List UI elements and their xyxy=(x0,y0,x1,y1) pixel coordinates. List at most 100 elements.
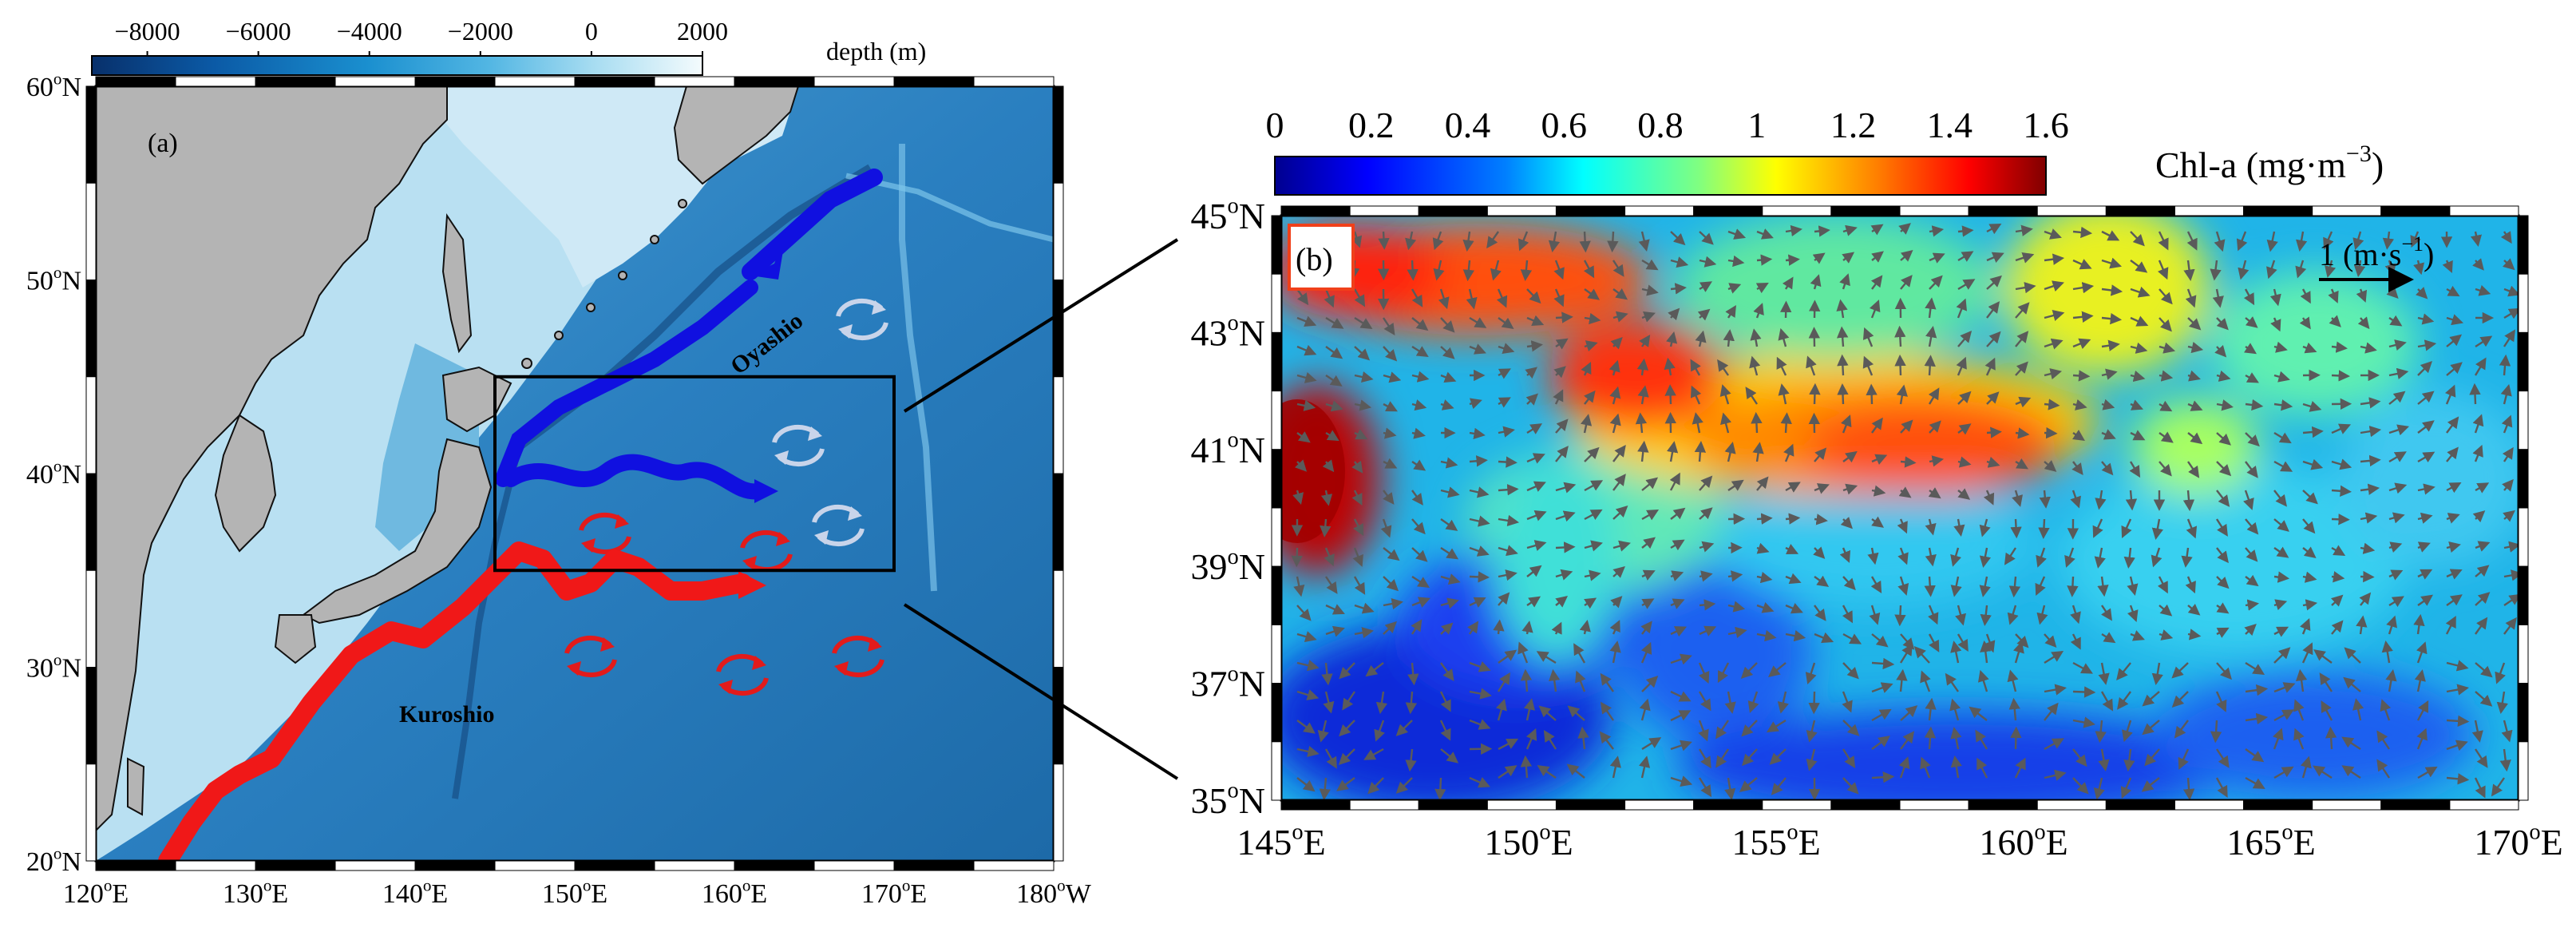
velocity-vector xyxy=(1325,430,1339,442)
velocity-vector xyxy=(2072,370,2091,382)
velocity-vector xyxy=(1405,748,1417,772)
velocity-vector xyxy=(1756,629,1777,642)
velocity-vector xyxy=(1555,569,1573,581)
velocity-vector xyxy=(1432,231,1444,251)
velocity-vector xyxy=(1957,633,1969,652)
velocity-vector xyxy=(1840,516,1853,529)
velocity-vector xyxy=(1699,256,1717,268)
velocity-vector xyxy=(1612,566,1625,578)
velocity-vector xyxy=(2125,490,2138,511)
warm-eddy xyxy=(740,529,793,573)
velocity-vector xyxy=(1581,361,1592,376)
velocity-vector xyxy=(2475,565,2490,577)
depth-colorbar-label: depth (m) xyxy=(826,37,926,65)
velocity-vector xyxy=(2130,231,2145,247)
velocity-vector xyxy=(1567,705,1585,721)
velocity-vector xyxy=(1641,311,1656,323)
velocity-vector xyxy=(2171,691,2189,708)
velocity-vector xyxy=(1777,691,1789,714)
velocity-vector xyxy=(1600,701,1614,721)
velocity-vector xyxy=(1979,547,1992,568)
velocity-vector xyxy=(1756,542,1770,554)
velocity-vector xyxy=(1553,366,1566,379)
velocity-vector xyxy=(1955,605,1966,626)
velocity-vector xyxy=(2015,458,2029,470)
velocity-vector xyxy=(1871,736,1890,750)
kuroshio-current xyxy=(158,541,766,861)
japan-trench xyxy=(452,446,522,799)
velocity-vector xyxy=(2151,547,2162,568)
velocity-vector xyxy=(1670,775,1693,787)
velocity-vector xyxy=(2015,282,2036,294)
velocity-vector xyxy=(1842,691,1853,713)
velocity-vector xyxy=(2475,335,2493,348)
velocity-vector xyxy=(1806,355,1817,376)
velocity-vector xyxy=(2331,571,2345,583)
velocity-vector xyxy=(1548,231,1561,253)
velocity-vector xyxy=(2159,629,2174,640)
velocity-vector xyxy=(1780,412,1792,434)
emperor-seamounts xyxy=(899,144,937,592)
velocity-vector xyxy=(2472,258,2484,271)
velocity-vector xyxy=(2344,647,2361,664)
velocity-vector xyxy=(1639,334,1651,347)
velocity-vector xyxy=(1339,662,1355,680)
velocity-vector xyxy=(2382,231,2395,250)
velocity-vector xyxy=(2474,748,2488,768)
velocity-vector xyxy=(1609,640,1621,664)
velocity-vector xyxy=(2331,458,2352,470)
velocity-vector xyxy=(2130,430,2146,441)
lon-label: 165oE xyxy=(2226,820,2315,863)
chl-tick-label: 0.8 xyxy=(1637,105,1684,145)
velocity-vector xyxy=(1395,720,1413,736)
velocity-vector xyxy=(1898,223,1911,235)
velocity-vector xyxy=(2129,461,2141,478)
velocity-vector xyxy=(1600,672,1614,692)
velocity-vector xyxy=(2352,231,2364,251)
velocity-vector xyxy=(1469,455,1488,467)
velocity-vector xyxy=(1383,576,1399,592)
velocity-vector xyxy=(2331,620,2344,635)
velocity-vector xyxy=(2446,446,2459,462)
velocity-vector xyxy=(1928,605,1939,625)
velocity-vector xyxy=(1950,640,1962,664)
velocity-vector xyxy=(1440,748,1459,763)
velocity-vector xyxy=(1812,252,1826,264)
velocity-vector xyxy=(1805,662,1817,685)
velocity-vector xyxy=(2313,765,2333,779)
velocity-vector xyxy=(1438,288,1450,310)
velocity-vector xyxy=(2186,231,2198,251)
velocity-vector xyxy=(1354,346,1371,361)
velocity-vector xyxy=(1957,456,1972,468)
velocity-vector xyxy=(1411,547,1428,562)
velocity-vector xyxy=(1870,224,1884,236)
velocity-vector xyxy=(2158,231,2169,251)
velocity-vector xyxy=(2072,661,2093,674)
velocity-vector xyxy=(1785,573,1802,585)
velocity-vector xyxy=(2446,541,2461,553)
panel-a-graticule-border xyxy=(85,76,1064,871)
velocity-vector xyxy=(1755,283,1769,294)
velocity-vector xyxy=(2446,740,2468,752)
velocity-vector xyxy=(2416,287,2428,299)
velocity-vector xyxy=(1925,518,1937,536)
velocity-vector xyxy=(1555,418,1569,434)
velocity-vector xyxy=(2299,316,2311,330)
velocity-vector xyxy=(2413,613,2425,635)
velocity-vector xyxy=(1894,605,1906,627)
chl-colorbar: 0 0.2 0.4 0.6 0.8 1 1.2 1.4 1.6 Chl-a (mg·m−3) xyxy=(1266,105,2384,196)
velocity-vector xyxy=(1383,621,1397,635)
velocity-vector xyxy=(2214,231,2226,252)
warm-eddy xyxy=(564,635,617,678)
velocity-vector xyxy=(2130,630,2145,641)
lon-label: 120oE xyxy=(63,876,129,909)
velocity-vector xyxy=(2244,624,2257,637)
velocity-vector xyxy=(2501,720,2513,743)
velocity-vector xyxy=(1670,740,1692,752)
velocity-vector xyxy=(2356,615,2368,635)
velocity-vector xyxy=(2499,748,2511,772)
velocity-vector xyxy=(2101,368,2118,380)
velocity-vector xyxy=(2244,343,2257,355)
velocity-vector xyxy=(1354,316,1373,329)
velocity-vector xyxy=(2293,699,2305,721)
